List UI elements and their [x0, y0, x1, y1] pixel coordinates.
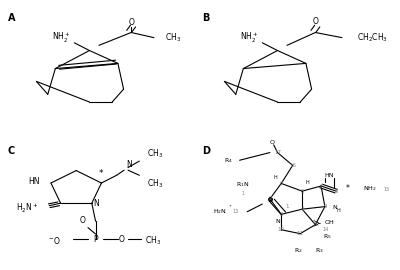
- Text: A: A: [8, 13, 16, 23]
- Text: 4: 4: [300, 207, 304, 212]
- Text: 2: 2: [268, 196, 272, 201]
- Text: $^-$O: $^-$O: [47, 235, 62, 246]
- Text: 3: 3: [280, 212, 283, 217]
- Text: N: N: [332, 205, 337, 210]
- Text: H$_2$N$^+$: H$_2$N$^+$: [16, 202, 38, 215]
- Text: 7: 7: [319, 184, 323, 188]
- Text: NH$_2^+$: NH$_2^+$: [52, 31, 70, 45]
- Text: N: N: [275, 220, 280, 224]
- Text: 8: 8: [334, 189, 338, 194]
- Text: HN: HN: [28, 177, 40, 186]
- Text: C: C: [8, 146, 15, 156]
- Text: B: B: [202, 13, 209, 23]
- Text: R$_3$: R$_3$: [315, 247, 324, 255]
- Text: CH$_3$: CH$_3$: [165, 31, 182, 44]
- Text: NH$_2^+$: NH$_2^+$: [240, 31, 258, 45]
- Text: 16: 16: [289, 163, 296, 168]
- Text: H: H: [336, 208, 340, 213]
- Text: O: O: [118, 235, 124, 244]
- Text: R$_5$: R$_5$: [323, 232, 332, 241]
- Text: 6: 6: [280, 181, 283, 186]
- Text: *: *: [99, 169, 104, 178]
- Text: CH$_3$: CH$_3$: [147, 147, 163, 160]
- Text: 14: 14: [323, 227, 329, 232]
- Text: O: O: [312, 17, 318, 26]
- Text: 10: 10: [278, 227, 285, 232]
- Text: CH$_3$: CH$_3$: [147, 178, 163, 190]
- Text: P: P: [93, 235, 98, 244]
- Text: N: N: [126, 160, 132, 169]
- Text: 17: 17: [274, 150, 281, 155]
- Text: H: H: [274, 175, 278, 180]
- Text: 13: 13: [232, 209, 238, 214]
- Text: 5: 5: [300, 189, 304, 194]
- Text: CH$_3$: CH$_3$: [145, 234, 161, 247]
- Text: O: O: [269, 140, 274, 145]
- Text: R$_1$N: R$_1$N: [236, 180, 249, 189]
- Text: OH: OH: [325, 220, 335, 225]
- Text: 11: 11: [297, 231, 304, 236]
- Text: O: O: [128, 18, 134, 27]
- Text: H: H: [306, 180, 310, 185]
- Text: *: *: [346, 184, 350, 193]
- Text: CH$_2$CH$_3$: CH$_2$CH$_3$: [357, 31, 388, 44]
- Text: 1: 1: [242, 191, 245, 196]
- Text: R$_4$: R$_4$: [224, 156, 233, 165]
- Text: O: O: [79, 216, 85, 225]
- Text: $^+$: $^+$: [228, 204, 233, 209]
- Text: R$_2$: R$_2$: [294, 247, 303, 255]
- Text: HN: HN: [324, 173, 334, 178]
- Text: N: N: [94, 199, 100, 208]
- Text: 9: 9: [323, 204, 327, 209]
- Text: 1: 1: [285, 204, 289, 209]
- Text: 12: 12: [312, 222, 319, 227]
- Text: H$_2$N: H$_2$N: [212, 207, 226, 216]
- Text: 15: 15: [384, 187, 390, 192]
- Text: D: D: [202, 146, 210, 156]
- Text: NH$_2$: NH$_2$: [363, 184, 376, 193]
